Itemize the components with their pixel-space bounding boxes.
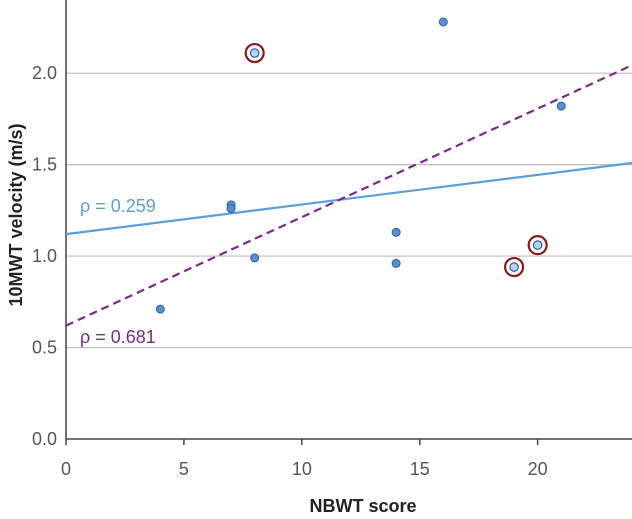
rho-label-subset: ρ = 0.681 [80, 327, 156, 347]
data-point [391, 258, 401, 268]
highlight-ring [527, 235, 548, 256]
x-axis-title: NBWT score [309, 496, 416, 516]
axes-layer [65, 0, 632, 445]
y-tick-label: 1.0 [32, 246, 57, 266]
data-point [155, 304, 165, 314]
grid-layer [66, 72, 632, 349]
data-point [391, 227, 401, 237]
data-point [250, 253, 260, 263]
x-tick-label: 5 [179, 459, 189, 479]
data-point-highlighted [509, 262, 519, 272]
data-point [226, 204, 236, 214]
data-point-highlighted [249, 48, 260, 58]
x-tick-label: 20 [528, 459, 548, 479]
labels-layer: 0.0 0.5 1.0 1.5 2.0 0 5 10 15 20 ρ = 0.259 ρ = 0.68… [32, 63, 548, 479]
highlight-ring [244, 42, 265, 64]
rho-label-all: ρ = 0.259 [80, 196, 156, 216]
trend-lines-layer [65, 64, 632, 327]
data-point [438, 17, 448, 27]
data-point-highlighted [532, 240, 543, 250]
y-tick-label: 0.5 [32, 338, 57, 358]
trend-line-all [65, 161, 632, 236]
y-tick-label: 1.5 [32, 155, 57, 175]
highlight-ring [503, 256, 525, 278]
x-tick-label: 10 [292, 459, 312, 479]
y-tick-label: 2.0 [32, 63, 57, 83]
y-tick-label: 0.0 [32, 429, 57, 449]
x-tick-label: 0 [61, 459, 71, 479]
y-axis-title: 10MWT velocity (m/s) [6, 123, 26, 306]
x-tick-label: 15 [410, 459, 430, 479]
data-points-layer [155, 17, 566, 314]
data-point [556, 101, 566, 111]
